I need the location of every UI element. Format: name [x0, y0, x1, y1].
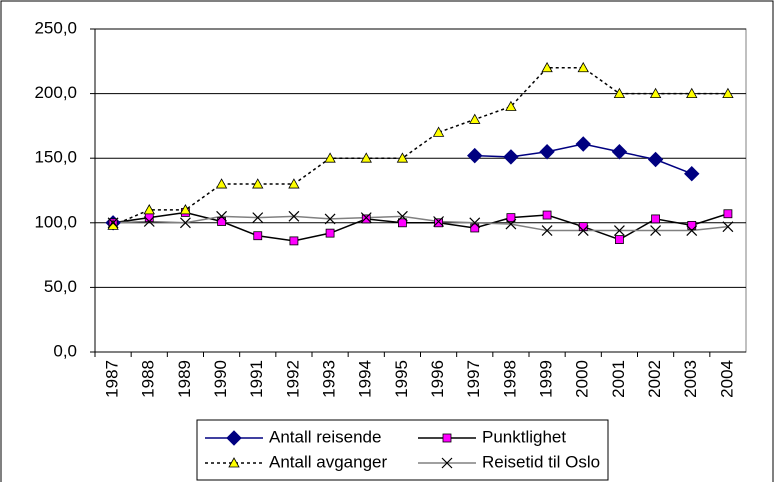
point: [253, 231, 263, 241]
series-line: [112, 211, 729, 242]
x-tick-label: 1987: [103, 360, 122, 398]
point: [469, 113, 481, 124]
point: [143, 216, 155, 227]
point: [179, 204, 192, 215]
x-tick-label: 1992: [283, 360, 302, 398]
point: [647, 151, 664, 168]
point: [686, 225, 698, 236]
point: [467, 147, 483, 164]
legend-marker: [441, 457, 453, 469]
legend-marker: [226, 430, 242, 446]
point: [433, 216, 445, 227]
series-line: [112, 67, 728, 227]
point: [217, 217, 226, 226]
point: [470, 223, 480, 233]
legend-label: Antall reisende: [269, 427, 381, 446]
point: [542, 210, 552, 220]
point: [469, 217, 481, 229]
point: [615, 235, 624, 244]
x-tick-label: 1997: [464, 360, 483, 398]
point: [360, 152, 372, 163]
x-tick-label: 1994: [356, 360, 375, 398]
point: [324, 213, 336, 225]
x-tick-label: 2000: [573, 360, 592, 398]
point: [577, 61, 589, 73]
point: [505, 218, 517, 230]
y-tick-label: 250,0: [34, 18, 77, 37]
point: [722, 87, 734, 98]
legend-box: [196, 419, 609, 481]
x-tick-label: 1993: [320, 360, 339, 398]
point: [216, 210, 228, 222]
point: [432, 126, 445, 137]
point: [288, 178, 300, 189]
y-tick-label: 0,0: [53, 341, 77, 360]
point: [396, 152, 409, 163]
point: [506, 213, 516, 223]
point: [539, 144, 555, 160]
point: [577, 225, 589, 236]
point: [651, 214, 660, 224]
point: [252, 178, 264, 189]
point: [288, 210, 300, 222]
x-tick-label: 2001: [609, 360, 628, 398]
point: [650, 225, 662, 236]
point: [613, 225, 625, 236]
x-tick-label: 1998: [500, 360, 519, 398]
x-tick-label: 2003: [681, 360, 700, 398]
point: [613, 87, 626, 98]
point: [215, 178, 228, 189]
point: [723, 209, 733, 219]
x-tick-label: 1996: [428, 360, 447, 398]
x-tick-label: 2004: [717, 360, 736, 398]
point: [144, 213, 154, 223]
legend-label: Punktlighet: [482, 427, 566, 446]
x-tick-label: 1988: [139, 360, 158, 398]
x-tick-label: 1995: [392, 360, 411, 398]
point: [360, 212, 372, 224]
point: [505, 100, 517, 111]
point: [722, 221, 734, 233]
legend-marker: [442, 433, 452, 443]
point: [143, 204, 155, 215]
point: [361, 214, 371, 224]
point: [325, 228, 335, 238]
point: [611, 144, 628, 160]
x-tick-label: 1990: [211, 360, 230, 398]
legend-marker: [228, 457, 240, 468]
x-tick-label: 1989: [175, 360, 194, 398]
point: [434, 218, 443, 228]
point: [541, 225, 553, 236]
y-tick-label: 200,0: [34, 83, 77, 102]
point: [179, 217, 191, 229]
x-tick-label: 2002: [645, 360, 664, 398]
point: [687, 220, 697, 230]
point: [541, 61, 553, 73]
point: [686, 87, 698, 98]
point: [252, 212, 264, 224]
point: [398, 218, 407, 228]
legend-label: Reisetid til Oslo: [482, 452, 600, 471]
point: [107, 217, 119, 229]
x-tick-label: 1999: [537, 360, 556, 398]
point: [649, 87, 662, 98]
y-tick-label: 100,0: [34, 212, 77, 231]
point: [396, 210, 408, 222]
point: [575, 136, 591, 152]
point: [503, 149, 519, 165]
y-tick-label: 150,0: [34, 148, 77, 167]
point: [324, 152, 336, 163]
plot-area: [94, 28, 747, 353]
point: [578, 222, 588, 232]
legend-label: Antall avganger: [269, 452, 387, 471]
series-line: [113, 215, 728, 232]
point: [684, 165, 700, 182]
x-tick-label: 1991: [247, 360, 266, 398]
y-tick-label: 50,0: [44, 277, 77, 296]
point: [289, 236, 299, 246]
